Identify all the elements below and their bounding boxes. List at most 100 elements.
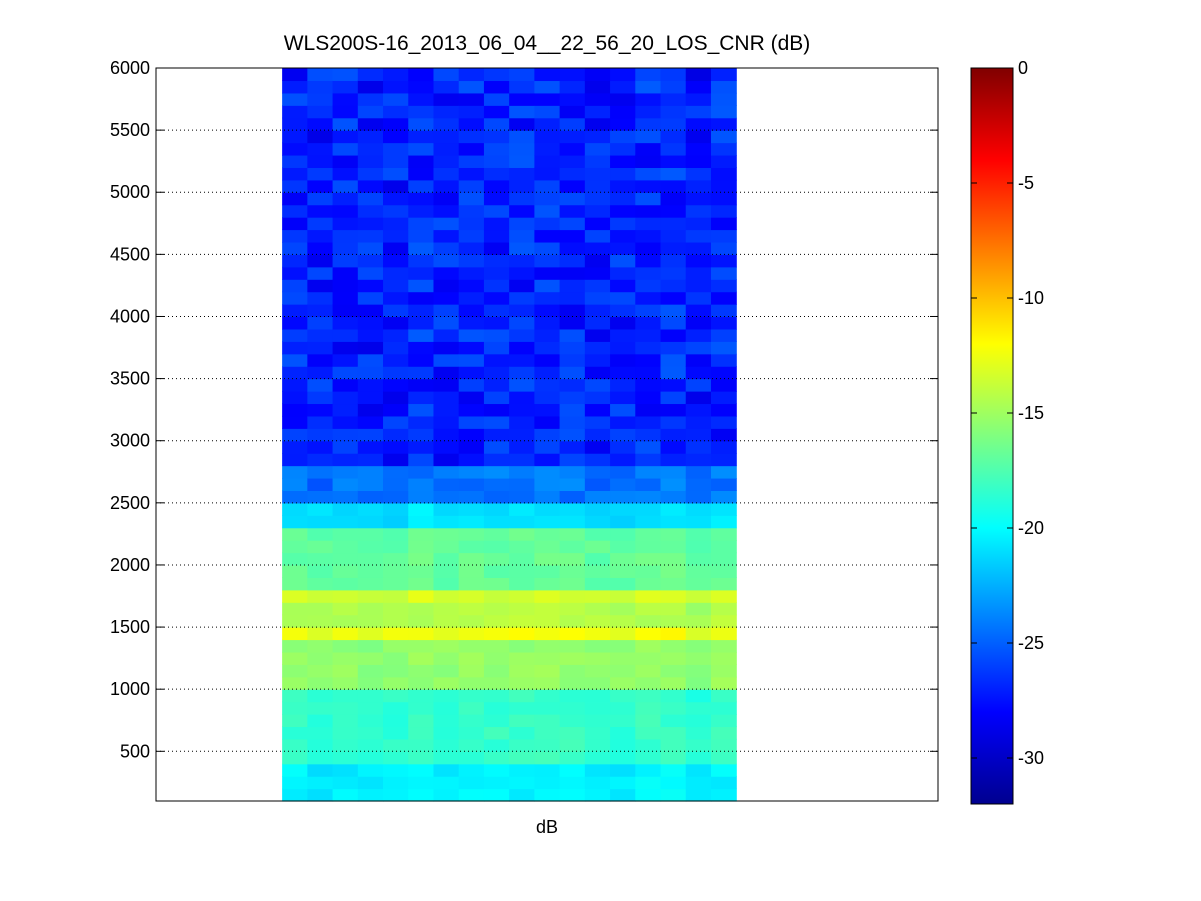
heatmap-cell [458,266,485,280]
heatmap-cell [559,664,586,678]
heatmap-cell [534,738,561,752]
heatmap-cell [509,328,535,342]
colorbar-tick-label: -25 [1018,633,1044,653]
heatmap-cell [357,241,384,255]
heatmap-cell [584,154,611,168]
heatmap-cell [433,639,460,653]
heatmap-cell [483,80,510,94]
heatmap-cell [408,714,435,728]
heatmap-cell [685,167,712,181]
heatmap-cell [357,515,384,529]
heatmap-cell [534,564,561,578]
heatmap-cell [660,776,687,790]
heatmap-cell [534,651,561,665]
heatmap-cell [584,540,611,554]
heatmap-cell [433,130,460,144]
heatmap-cell [660,428,687,442]
heatmap-cell [685,738,712,752]
heatmap-cell [559,540,586,554]
heatmap-cell [509,751,535,765]
heatmap-cell [584,179,611,193]
heatmap-cell [509,105,535,119]
heatmap-cell [509,627,535,641]
heatmap-cell [534,676,561,690]
heatmap-cell [307,415,334,429]
heatmap-cell [357,415,384,429]
heatmap-cell [509,726,535,740]
heatmap-cell [408,241,435,255]
heatmap-cell [610,689,636,703]
heatmap-cell [433,378,460,392]
heatmap-cell [534,366,561,380]
heatmap-cell [610,217,636,231]
heatmap-cell [282,366,308,380]
heatmap-cell [584,714,611,728]
heatmap-cell [635,627,662,641]
heatmap-cell [685,316,712,330]
heatmap-cell [483,676,510,690]
heatmap-cell [282,477,308,491]
heatmap-cell [433,68,460,82]
heatmap-cell [458,465,485,479]
heatmap-cell [383,540,409,554]
heatmap-cell [433,192,460,206]
heatmap-cell [635,80,662,94]
heatmap-cell [635,378,662,392]
heatmap-cell [710,217,737,231]
heatmap-cell [660,751,687,765]
heatmap-cell [660,490,687,504]
heatmap-cell [433,403,460,417]
heatmap-cell [433,788,460,802]
heatmap-cell [483,453,510,467]
heatmap-cell [357,540,384,554]
heatmap-cell [534,130,561,144]
heatmap-cell [635,540,662,554]
heatmap-cell [534,776,561,790]
heatmap-cell [685,490,712,504]
heatmap-cell [408,664,435,678]
heatmap-cell [408,353,435,367]
heatmap-cell [282,391,308,405]
heatmap-cell [534,217,561,231]
heatmap-cell [332,391,359,405]
heatmap-cell [408,440,435,454]
heatmap-cell [660,540,687,554]
heatmap-cell [307,68,334,82]
heatmap-cell [710,465,737,479]
heatmap-cell [458,192,485,206]
heatmap-cell [307,477,334,491]
heatmap-cell [332,142,359,156]
heatmap-cell [559,130,586,144]
heatmap-cell [282,92,308,106]
heatmap-cell [357,179,384,193]
heatmap-cell [584,664,611,678]
heatmap-cell [610,192,636,206]
heatmap-cell [433,440,460,454]
heatmap-cell [559,117,586,131]
heatmap-cell [509,130,535,144]
heatmap-cell [660,142,687,156]
heatmap-cell [635,726,662,740]
heatmap-cell [483,415,510,429]
heatmap-cell [332,701,359,715]
heatmap-cell [685,664,712,678]
heatmap-cell [383,738,409,752]
heatmap-cell [408,341,435,355]
heatmap-cell [635,117,662,131]
heatmap-cell [433,105,460,119]
heatmap-cell [534,751,561,765]
heatmap-cell [559,465,586,479]
heatmap-cell [332,304,359,318]
heatmap-cell [584,415,611,429]
y-tick-label: 1000 [110,679,150,699]
heatmap-cell [685,328,712,342]
heatmap-cell [509,602,535,616]
heatmap-cell [332,726,359,740]
heatmap-cell [307,142,334,156]
heatmap-cell [509,415,535,429]
heatmap-cell [584,676,611,690]
heatmap-cell [357,651,384,665]
heatmap-cell [282,80,308,94]
heatmap-cell [534,552,561,566]
heatmap-cell [610,477,636,491]
